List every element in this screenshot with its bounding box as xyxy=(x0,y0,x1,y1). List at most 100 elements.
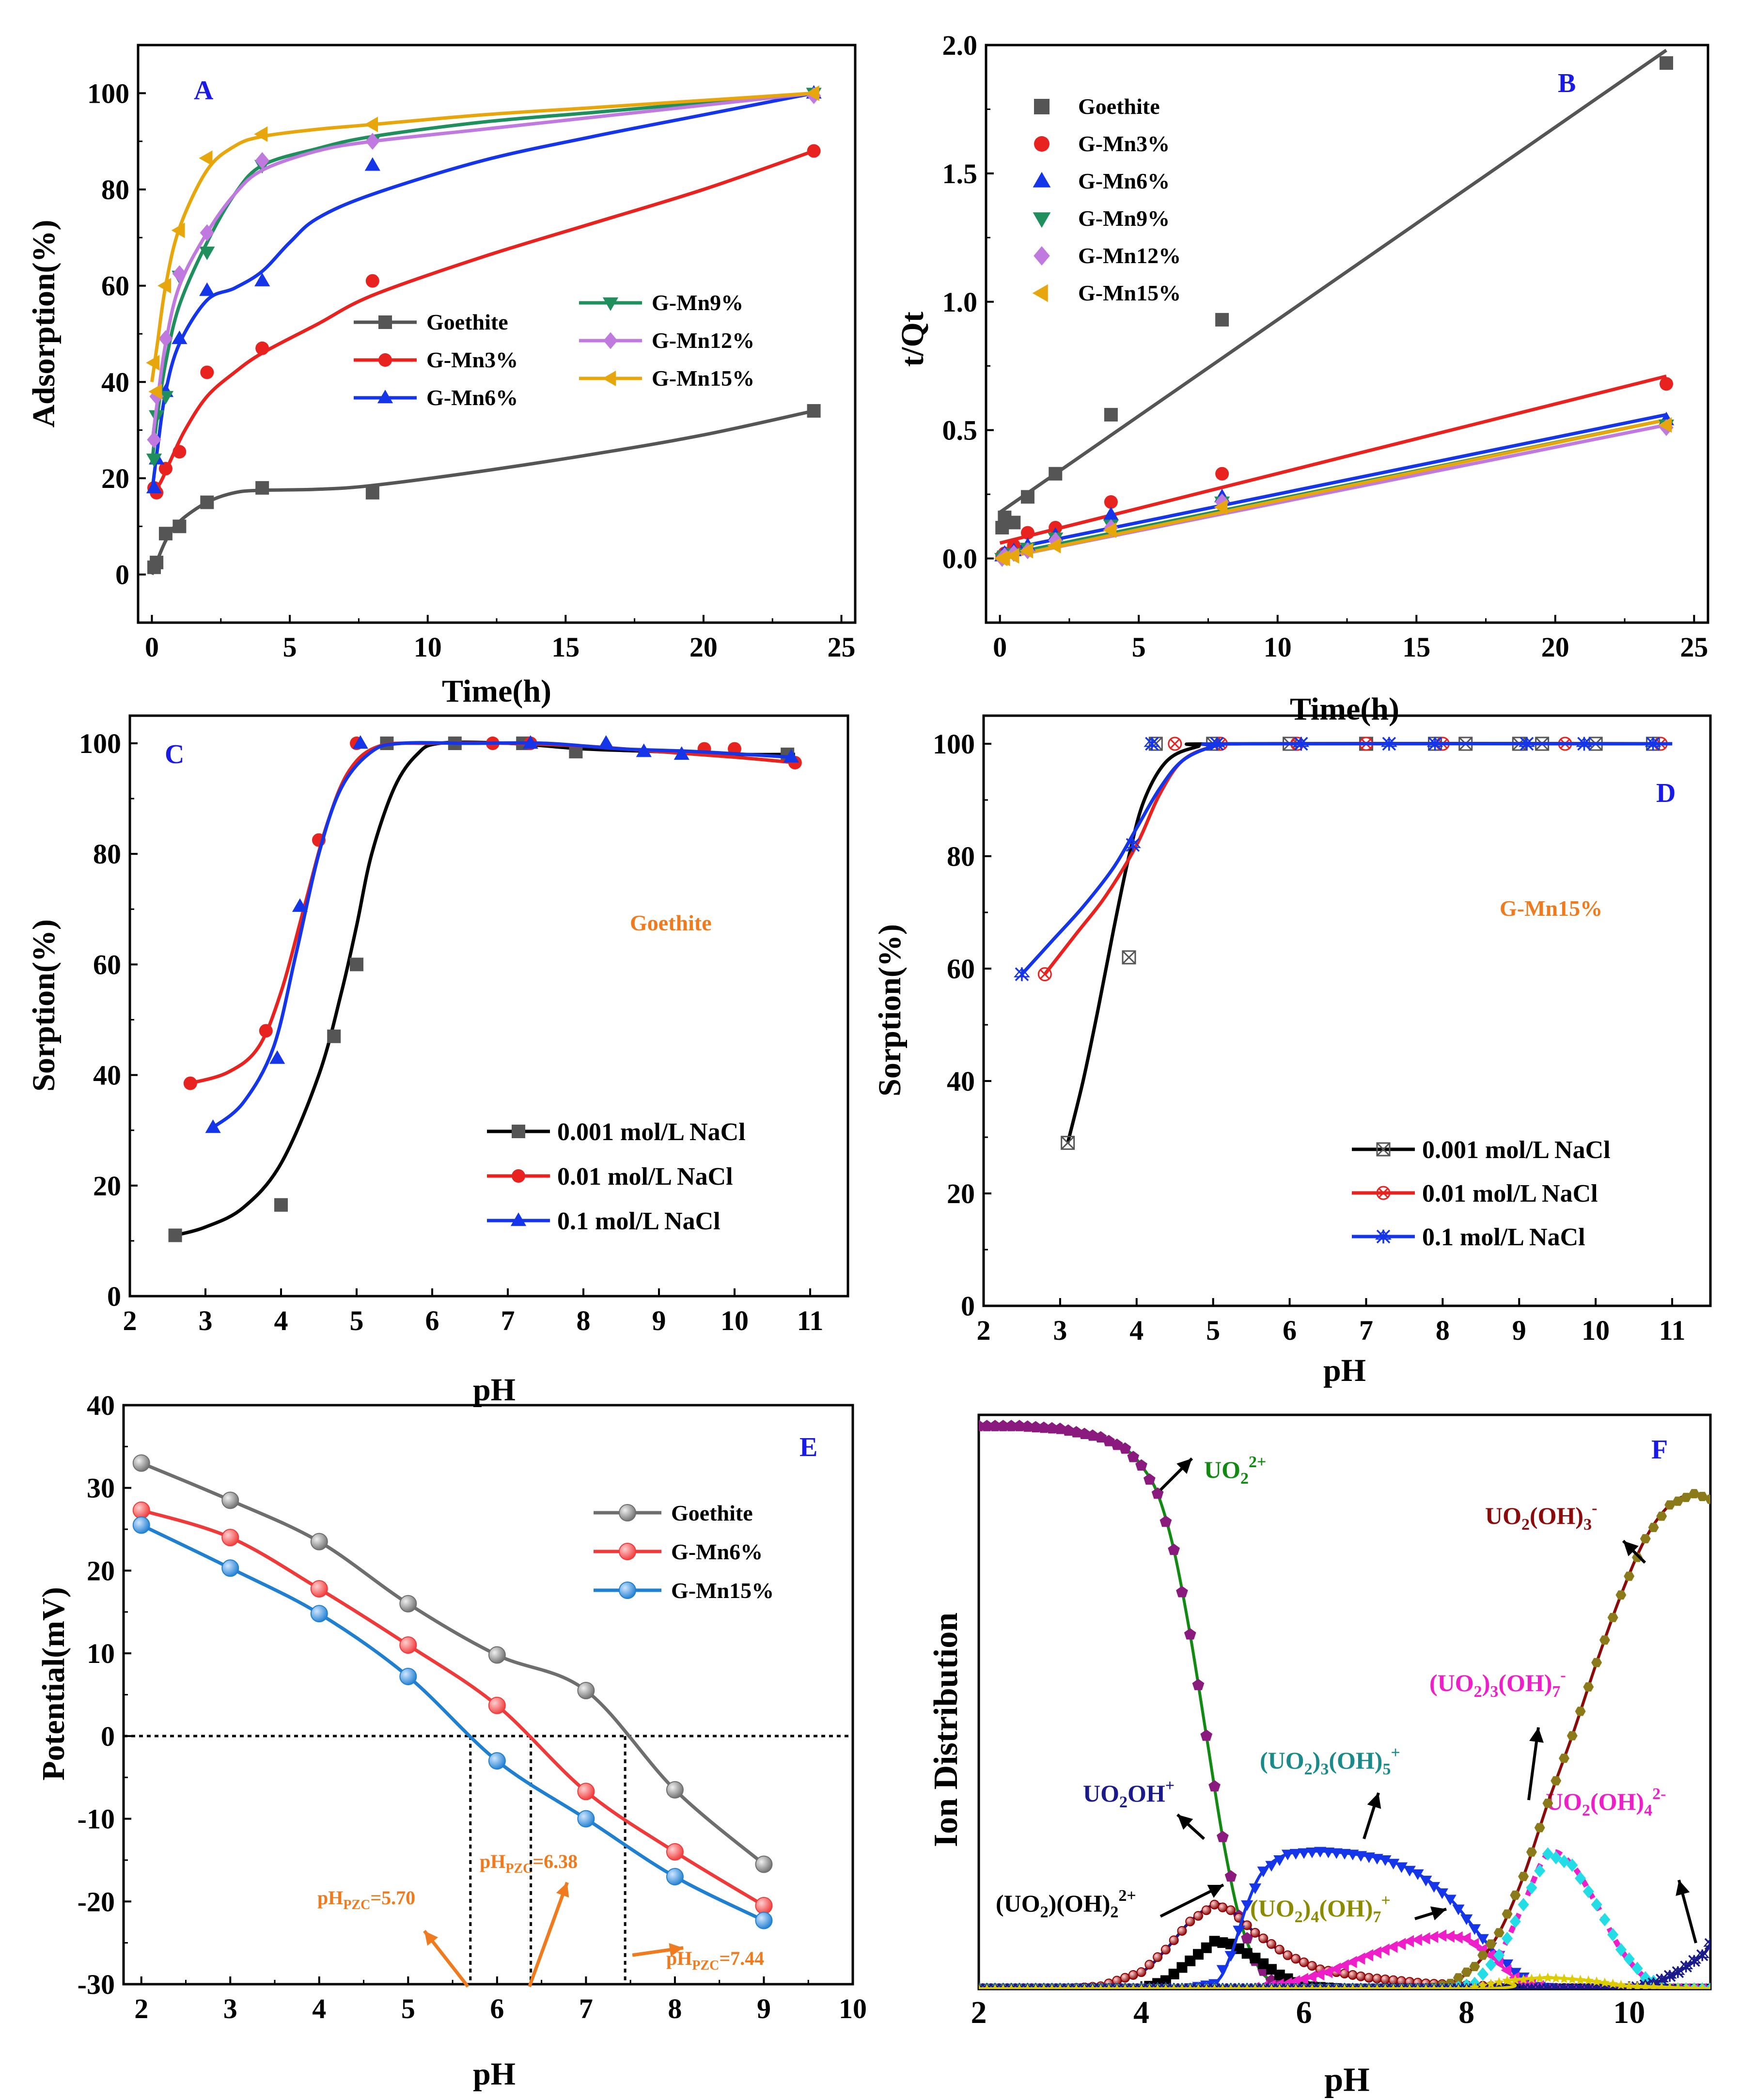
point-F-uo2-3-oh-5-60 xyxy=(1298,1848,1310,1859)
point-A-g-mn3-5 xyxy=(255,341,269,355)
point-F-uo2-3-oh-5-82 xyxy=(1476,1934,1489,1945)
point-F-minor-83 xyxy=(1486,1978,1496,1989)
point-F-minor-99 xyxy=(1616,1979,1626,1989)
point-E-goethite-5 xyxy=(577,1681,595,1699)
point-F-uo2-oh-4-2-109 xyxy=(1695,1949,1710,1961)
point-E-g-mn6-3 xyxy=(399,1636,417,1654)
point-F-uo2-3-oh-5-57 xyxy=(1273,1855,1286,1866)
axis-title-D-y: Sorption(%) xyxy=(872,924,908,1097)
point-A-g-mn3-7 xyxy=(807,144,821,158)
legend-marker-A-g-mn9 xyxy=(602,297,619,311)
point-F-uo2-oh-2-2-56 xyxy=(1266,1964,1277,1975)
curve-E-goethite xyxy=(141,1461,765,1866)
point-F-uo2-4-oh-7-66 xyxy=(1346,1956,1357,1968)
point-F-uo2-2-21 xyxy=(981,1420,993,1431)
point-A-goethite-6 xyxy=(365,486,379,500)
point-F-minor-55 xyxy=(1258,1984,1269,1989)
point-F-uo2-3-oh-5-54 xyxy=(1249,1883,1262,1895)
species-arrow-uo2oh4-head xyxy=(1676,1880,1690,1896)
panel-label-A: A xyxy=(194,76,214,106)
y-tick-label-E-4: 10 xyxy=(87,1638,115,1669)
pzc-label-570: pHPZC=5.70 xyxy=(317,1887,415,1912)
point-C-0-1-mol-l-nacl-0 xyxy=(205,1119,221,1133)
x-tick-label-C-3: 5 xyxy=(350,1305,364,1336)
point-F-uo2-2-51 xyxy=(1224,1870,1237,1882)
y-tick-label-C-5: 100 xyxy=(79,728,121,759)
x-tick-label-C-8: 10 xyxy=(721,1305,749,1336)
y-tick-label-C-0: 0 xyxy=(107,1281,121,1312)
axis-title-B-x: Time(h) xyxy=(1290,691,1399,727)
axis-title-D-x: pH xyxy=(1323,1353,1366,1388)
x-tick-label-C-5: 7 xyxy=(501,1305,515,1336)
point-F-uo2-oh-3-99 xyxy=(1615,1590,1627,1600)
point-F-uo2-2-43 xyxy=(1159,1515,1172,1527)
legend-label-E-gmn6: G-Mn6% xyxy=(671,1539,763,1564)
point-F-uo2-3-oh-7-97 xyxy=(1599,1912,1611,1927)
point-F-uo2-4-oh-7-67 xyxy=(1354,1952,1365,1965)
y-tick-label-B-3: 1.5 xyxy=(942,158,978,189)
point-E-goethite-6 xyxy=(666,1781,684,1799)
point-A-g-mn12-4 xyxy=(200,224,215,241)
y-tick-label-D-2: 40 xyxy=(947,1066,975,1097)
y-tick-label-B-0: 0.0 xyxy=(942,543,978,575)
point-F-uo2-oh-4-2-94-tri xyxy=(1575,1983,1585,1989)
point-C-0-001-mol-l-nacl-2 xyxy=(327,1029,341,1043)
point-F-minor-79 xyxy=(1453,1984,1464,1989)
point-F-uo2-2-42 xyxy=(1151,1487,1164,1499)
y-tick-label-B-1: 0.5 xyxy=(942,415,978,446)
y-tick-label-E-0: -30 xyxy=(78,1969,115,2000)
y-tick-label-D-1: 20 xyxy=(947,1178,975,1209)
point-F-minor-46 xyxy=(1185,1984,1195,1989)
point-E-goethite-3 xyxy=(399,1595,417,1613)
pzc-label-638: pHPZC=6.38 xyxy=(480,1850,578,1876)
point-F-minor-59 xyxy=(1290,1984,1301,1989)
axis-title-E-y: Potential(mV) xyxy=(36,1587,71,1781)
point-F-minor-91 xyxy=(1551,1973,1561,1983)
species-label-uo24oh7: (UO2)4(OH)7+ xyxy=(1250,1892,1391,1926)
point-A-goethite-1 xyxy=(150,555,164,569)
point-F-uo2-3-oh-5-56 xyxy=(1265,1861,1278,1872)
point-F-minor-90 xyxy=(1543,1972,1553,1982)
point-A-g-mn3-2 xyxy=(158,462,172,476)
legend-marker-D-0-1-mol-l-nacl-tri xyxy=(1375,1230,1392,1240)
point-F-uo2-oh-3-104 xyxy=(1656,1511,1667,1521)
legend-label-A-gmn6: G-Mn6% xyxy=(426,385,518,410)
point-F-uo2-2-41 xyxy=(1144,1473,1156,1485)
point-D-0-1-mol-l-nacl-3 xyxy=(1208,737,1225,751)
point-F-uo2-2-38 xyxy=(1119,1442,1131,1454)
panel-label-C: C xyxy=(165,739,184,769)
point-A-g-mn15-6 xyxy=(364,116,378,132)
point-F-uo2oh-50 xyxy=(1218,1902,1228,1912)
point-A-g-mn3-6 xyxy=(365,274,379,288)
point-F-uo2-oh-3-82 xyxy=(1477,1950,1488,1960)
curve-C-0-001-mol-l-nacl xyxy=(174,740,795,1237)
point-F-minor-27 xyxy=(1031,1984,1041,1989)
species-label-uo2: UO22+ xyxy=(1204,1453,1266,1488)
point-F-uo2-2-28 xyxy=(1037,1421,1050,1433)
point-F-uo2-2-49 xyxy=(1208,1780,1221,1792)
point-F-uo2-3-oh-7-89 xyxy=(1534,1864,1546,1878)
point-F-minor-35 xyxy=(1096,1984,1106,1989)
x-tick-label-E-3: 5 xyxy=(401,1993,415,2024)
species-arrow-uo2oh3-head xyxy=(1623,1541,1639,1556)
point-C-0-1-mol-l-nacl-7 xyxy=(674,746,689,760)
point-A-g-mn15-5 xyxy=(254,126,268,142)
point-F-minor-25 xyxy=(1014,1984,1025,1989)
point-D-0-1-mol-l-nacl-5-strokes xyxy=(1382,737,1396,751)
legend-marker-C-0-1-mol-l-nacl xyxy=(510,1212,527,1226)
point-F-uo2-oh-4-2-107 xyxy=(1678,1960,1693,1973)
point-F-uo2-oh-4-2-87-tri xyxy=(1519,1983,1529,1989)
point-F-minor-101 xyxy=(1632,1981,1643,1989)
point-F-uo2-3-oh-7-84 xyxy=(1493,1948,1505,1962)
point-F-uo2-4-oh-7-80 xyxy=(1460,1932,1471,1945)
curve-E-g-mn6 xyxy=(141,1508,765,1907)
legend-marker-D-0-001-mol-l-nacl-cross xyxy=(1376,1142,1391,1157)
point-F-uo2-3-oh-7-87 xyxy=(1518,1897,1529,1912)
point-F-minor-95 xyxy=(1583,1975,1594,1985)
point-C-0-001-mol-l-nacl-1 xyxy=(274,1198,288,1212)
panel-D: 2 3 4 5 6 7 8 9 10 11 0 20 40 60 80 100 xyxy=(933,714,1712,1346)
point-F-uo2-oh-3-84 xyxy=(1493,1928,1504,1938)
point-F-minor-48 xyxy=(1201,1984,1212,1989)
legend-label-E-gmn15: G-Mn15% xyxy=(671,1578,774,1603)
point-F-uo2-4-oh-7-62 xyxy=(1314,1968,1325,1981)
